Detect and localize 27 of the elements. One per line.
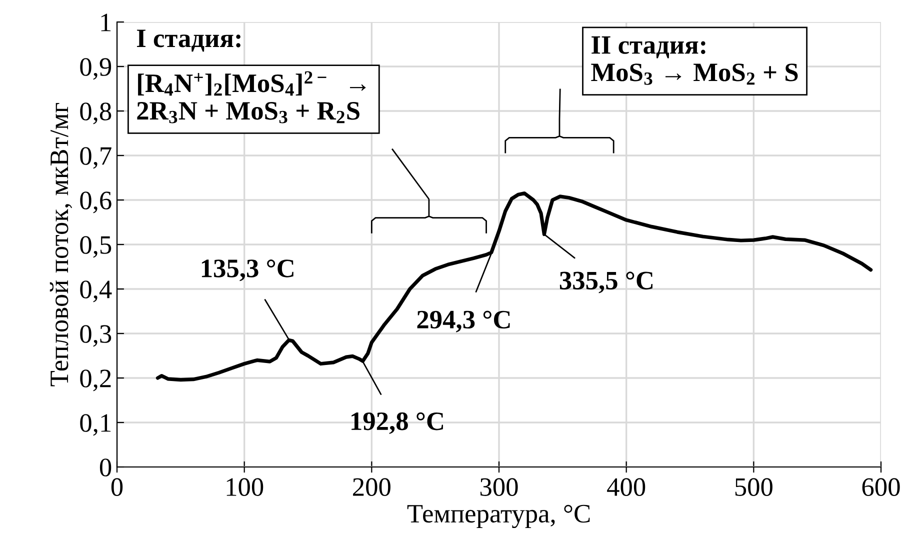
x-tick-label: 100: [226, 478, 264, 496]
y-tick-label: 0,9: [80, 58, 112, 80]
y-tick-label: 0,2: [80, 370, 111, 392]
y-tick-label: 0,6: [80, 192, 112, 214]
annotation: 192,8 °C: [352, 412, 443, 434]
y-axis-title: Тепловой поток, мкВт/мг: [50, 102, 72, 386]
y-tick-label: 1: [101, 14, 111, 32]
annotation: 135,3 °C: [202, 260, 294, 282]
y-tick-label: 0,3: [80, 325, 112, 347]
y-tick-label: 0,4: [80, 280, 112, 302]
x-axis-title: Температура, °C: [407, 504, 590, 528]
annotation: I стадия:: [136, 30, 240, 52]
x-tick-label: 400: [607, 478, 646, 496]
annotation: 335,5 °C: [560, 272, 652, 294]
text: [R$_{4}$N$^{+}$]$_{2}$[MoS$_{4}$]$^{2−}$ → 2R$_{3}$N + MoS$_{3}$ + R$_{2}$S: [137, 71, 366, 124]
annotation: 294,3 °C: [417, 310, 510, 332]
x-tick-label: 200: [353, 478, 390, 496]
y-tick-label: 0,7: [80, 147, 112, 169]
x-tick-label: 500: [735, 478, 772, 496]
y-tick-label: 0,5: [80, 236, 112, 258]
y-tick-label: 0,8: [80, 102, 112, 124]
x-tick-label: 300: [480, 478, 518, 496]
x-tick-label: 600: [862, 478, 900, 496]
y-tick-label: 0: [100, 458, 112, 476]
annotation: II стадия: MoS$_{3}$ → MoS$_{2}$ + S: [591, 36, 798, 85]
x-tick-label: 0: [111, 478, 123, 496]
y-tick-label: 0,1: [80, 414, 111, 436]
